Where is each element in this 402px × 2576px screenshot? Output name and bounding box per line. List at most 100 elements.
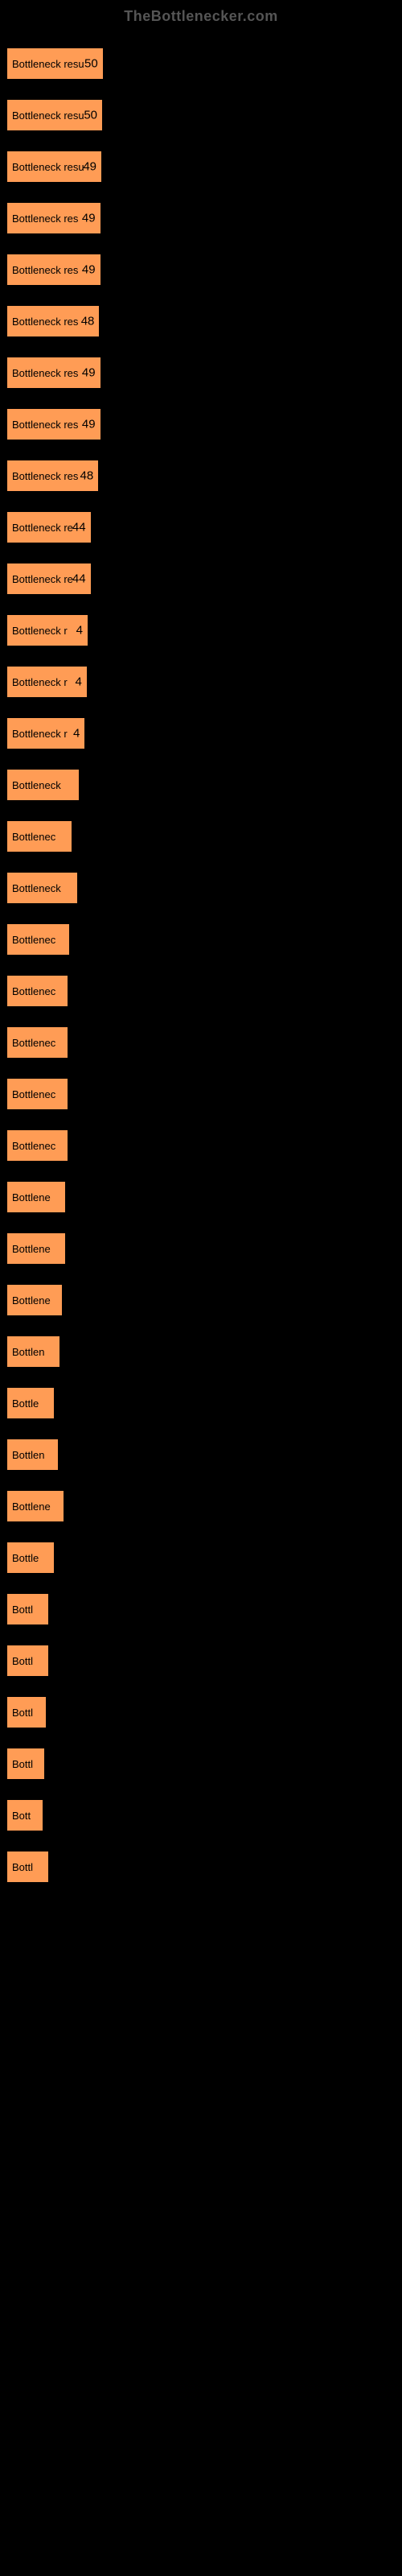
row-category-label bbox=[6, 1012, 402, 1025]
bar-value-label: 49 bbox=[82, 366, 96, 380]
bottleneck-bar: Bottleneck res49 bbox=[6, 357, 101, 389]
bar-value-label: 49 bbox=[82, 418, 96, 431]
bar-inner-label: Bottl bbox=[7, 1707, 33, 1719]
row-category-label bbox=[6, 1579, 402, 1591]
row-category-label bbox=[6, 1733, 402, 1746]
bottleneck-bar: Bottl bbox=[6, 1645, 49, 1677]
watermark-text: TheBottlenecker.com bbox=[0, 8, 402, 25]
bottleneck-bar: Bottleneck r 4 bbox=[6, 717, 85, 749]
chart-row: Bottleneck res48 bbox=[6, 445, 402, 492]
bottleneck-bar: Bottleneck res48 bbox=[6, 305, 100, 337]
chart-row: Bottl bbox=[6, 1579, 402, 1625]
bar-track: Bottlene bbox=[6, 1181, 402, 1213]
row-category-label bbox=[6, 445, 402, 458]
chart-row: Bottlen bbox=[6, 1424, 402, 1471]
chart-row: Bottl bbox=[6, 1836, 402, 1883]
bar-value-label: 49 bbox=[82, 212, 96, 225]
bar-inner-label: Bottleneck res bbox=[7, 213, 78, 225]
row-category-label bbox=[6, 1373, 402, 1385]
chart-row: Bottl bbox=[6, 1630, 402, 1677]
bottleneck-bar: Bottleneck re44 bbox=[6, 563, 92, 595]
bar-track: Bottleneck r 4 bbox=[6, 717, 402, 749]
bar-inner-label: Bottle bbox=[7, 1397, 39, 1410]
bar-value-label: 4 bbox=[73, 727, 80, 741]
bar-value-label: 48 bbox=[81, 315, 95, 328]
bar-track: Bottleneck re44 bbox=[6, 511, 402, 543]
bar-track: Bottleneck r4 bbox=[6, 666, 402, 698]
row-category-label bbox=[6, 291, 402, 303]
bar-value-label: 48 bbox=[80, 469, 94, 483]
bar-track: Bottleneck re44 bbox=[6, 563, 402, 595]
chart-row: Bottleneck resu50 bbox=[6, 85, 402, 131]
bar-inner-label: Bottleneck r bbox=[7, 728, 68, 740]
row-category-label bbox=[6, 1630, 402, 1643]
bottleneck-bar: Bottlene bbox=[6, 1232, 66, 1265]
bar-track: Bottleneck res49 bbox=[6, 254, 402, 286]
row-category-label bbox=[6, 1218, 402, 1231]
bar-inner-label: Bottl bbox=[7, 1861, 33, 1873]
bar-track: Bottlenec bbox=[6, 923, 402, 956]
row-category-label bbox=[6, 1321, 402, 1334]
bar-value-label: 49 bbox=[83, 160, 96, 174]
bar-value-label: 50 bbox=[84, 57, 98, 71]
bar-value-label: 50 bbox=[84, 109, 97, 122]
chart-row: Bottleneck re44 bbox=[6, 548, 402, 595]
bar-inner-label: Bottleneck resu bbox=[7, 58, 84, 70]
bar-value-label: 44 bbox=[72, 521, 86, 535]
bottleneck-bar: Bottlen bbox=[6, 1439, 59, 1471]
bar-track: Bottleneck resu50 bbox=[6, 99, 402, 131]
chart-row: Bottleneck r 4 bbox=[6, 600, 402, 646]
bottleneck-bar: Bottl bbox=[6, 1748, 45, 1780]
bar-inner-label: Bottleneck re bbox=[7, 573, 73, 585]
bar-track: Bottlenec bbox=[6, 1078, 402, 1110]
row-category-label bbox=[6, 1836, 402, 1849]
bar-track: Bottl bbox=[6, 1851, 402, 1883]
bar-value-label: 49 bbox=[82, 263, 96, 277]
chart-row: Bottlene bbox=[6, 1166, 402, 1213]
bar-track: Bottl bbox=[6, 1645, 402, 1677]
row-category-label bbox=[6, 1063, 402, 1076]
bar-track: Bottleneck res49 bbox=[6, 357, 402, 389]
chart-row: Bottleneck resu49 bbox=[6, 136, 402, 183]
bar-inner-label: Bottlene bbox=[7, 1501, 51, 1513]
bottleneck-bar: Bottl bbox=[6, 1593, 49, 1625]
row-category-label bbox=[6, 1166, 402, 1179]
bottleneck-bar: Bottlene bbox=[6, 1181, 66, 1213]
row-category-label bbox=[6, 909, 402, 922]
bar-inner-label: Bottleneck r bbox=[7, 625, 68, 637]
chart-row: Bottleneck res49 bbox=[6, 394, 402, 440]
chart-row: Bottlen bbox=[6, 1321, 402, 1368]
bar-inner-label: Bottlenec bbox=[7, 831, 55, 843]
chart-row: Bottlene bbox=[6, 1269, 402, 1316]
bar-inner-label: Bottlenec bbox=[7, 1037, 55, 1049]
bottleneck-bar: Bottleneck re44 bbox=[6, 511, 92, 543]
chart-row: Bottleneck res49 bbox=[6, 342, 402, 389]
bottleneck-bar: Bottlenec bbox=[6, 975, 68, 1007]
bar-track: Bottlen bbox=[6, 1335, 402, 1368]
bar-inner-label: Bottleneck r bbox=[7, 676, 68, 688]
bar-inner-label: Bottleneck resu bbox=[7, 109, 84, 122]
bar-inner-label: Bottlenec bbox=[7, 1088, 55, 1100]
bar-value-label: 4 bbox=[76, 624, 83, 638]
chart-row: Bottle bbox=[6, 1373, 402, 1419]
chart-row: Bottleneck resu50 bbox=[6, 33, 402, 80]
row-category-label bbox=[6, 806, 402, 819]
chart-row: Bottleneck r4 bbox=[6, 651, 402, 698]
bar-track: Bott bbox=[6, 1799, 402, 1831]
chart-row: Bottlenec bbox=[6, 909, 402, 956]
bottleneck-bar: Bottlenec bbox=[6, 820, 72, 852]
chart-row: Bottlene bbox=[6, 1218, 402, 1265]
bar-track: Bottlenec bbox=[6, 1129, 402, 1162]
bottleneck-bar: Bottleneck bbox=[6, 769, 80, 801]
bar-inner-label: Bottl bbox=[7, 1655, 33, 1667]
chart-row: Bottleneck res48 bbox=[6, 291, 402, 337]
bottleneck-bar: Bottl bbox=[6, 1851, 49, 1883]
bar-inner-label: Bottleneck re bbox=[7, 522, 73, 534]
bar-track: Bottlen bbox=[6, 1439, 402, 1471]
chart-row: Bottleneck bbox=[6, 857, 402, 904]
bar-track: Bottle bbox=[6, 1387, 402, 1419]
row-category-label bbox=[6, 754, 402, 767]
bar-track: Bottleneck res48 bbox=[6, 460, 402, 492]
bottleneck-bar: Bottleneck resu49 bbox=[6, 151, 102, 183]
chart-row: Bottl bbox=[6, 1682, 402, 1728]
